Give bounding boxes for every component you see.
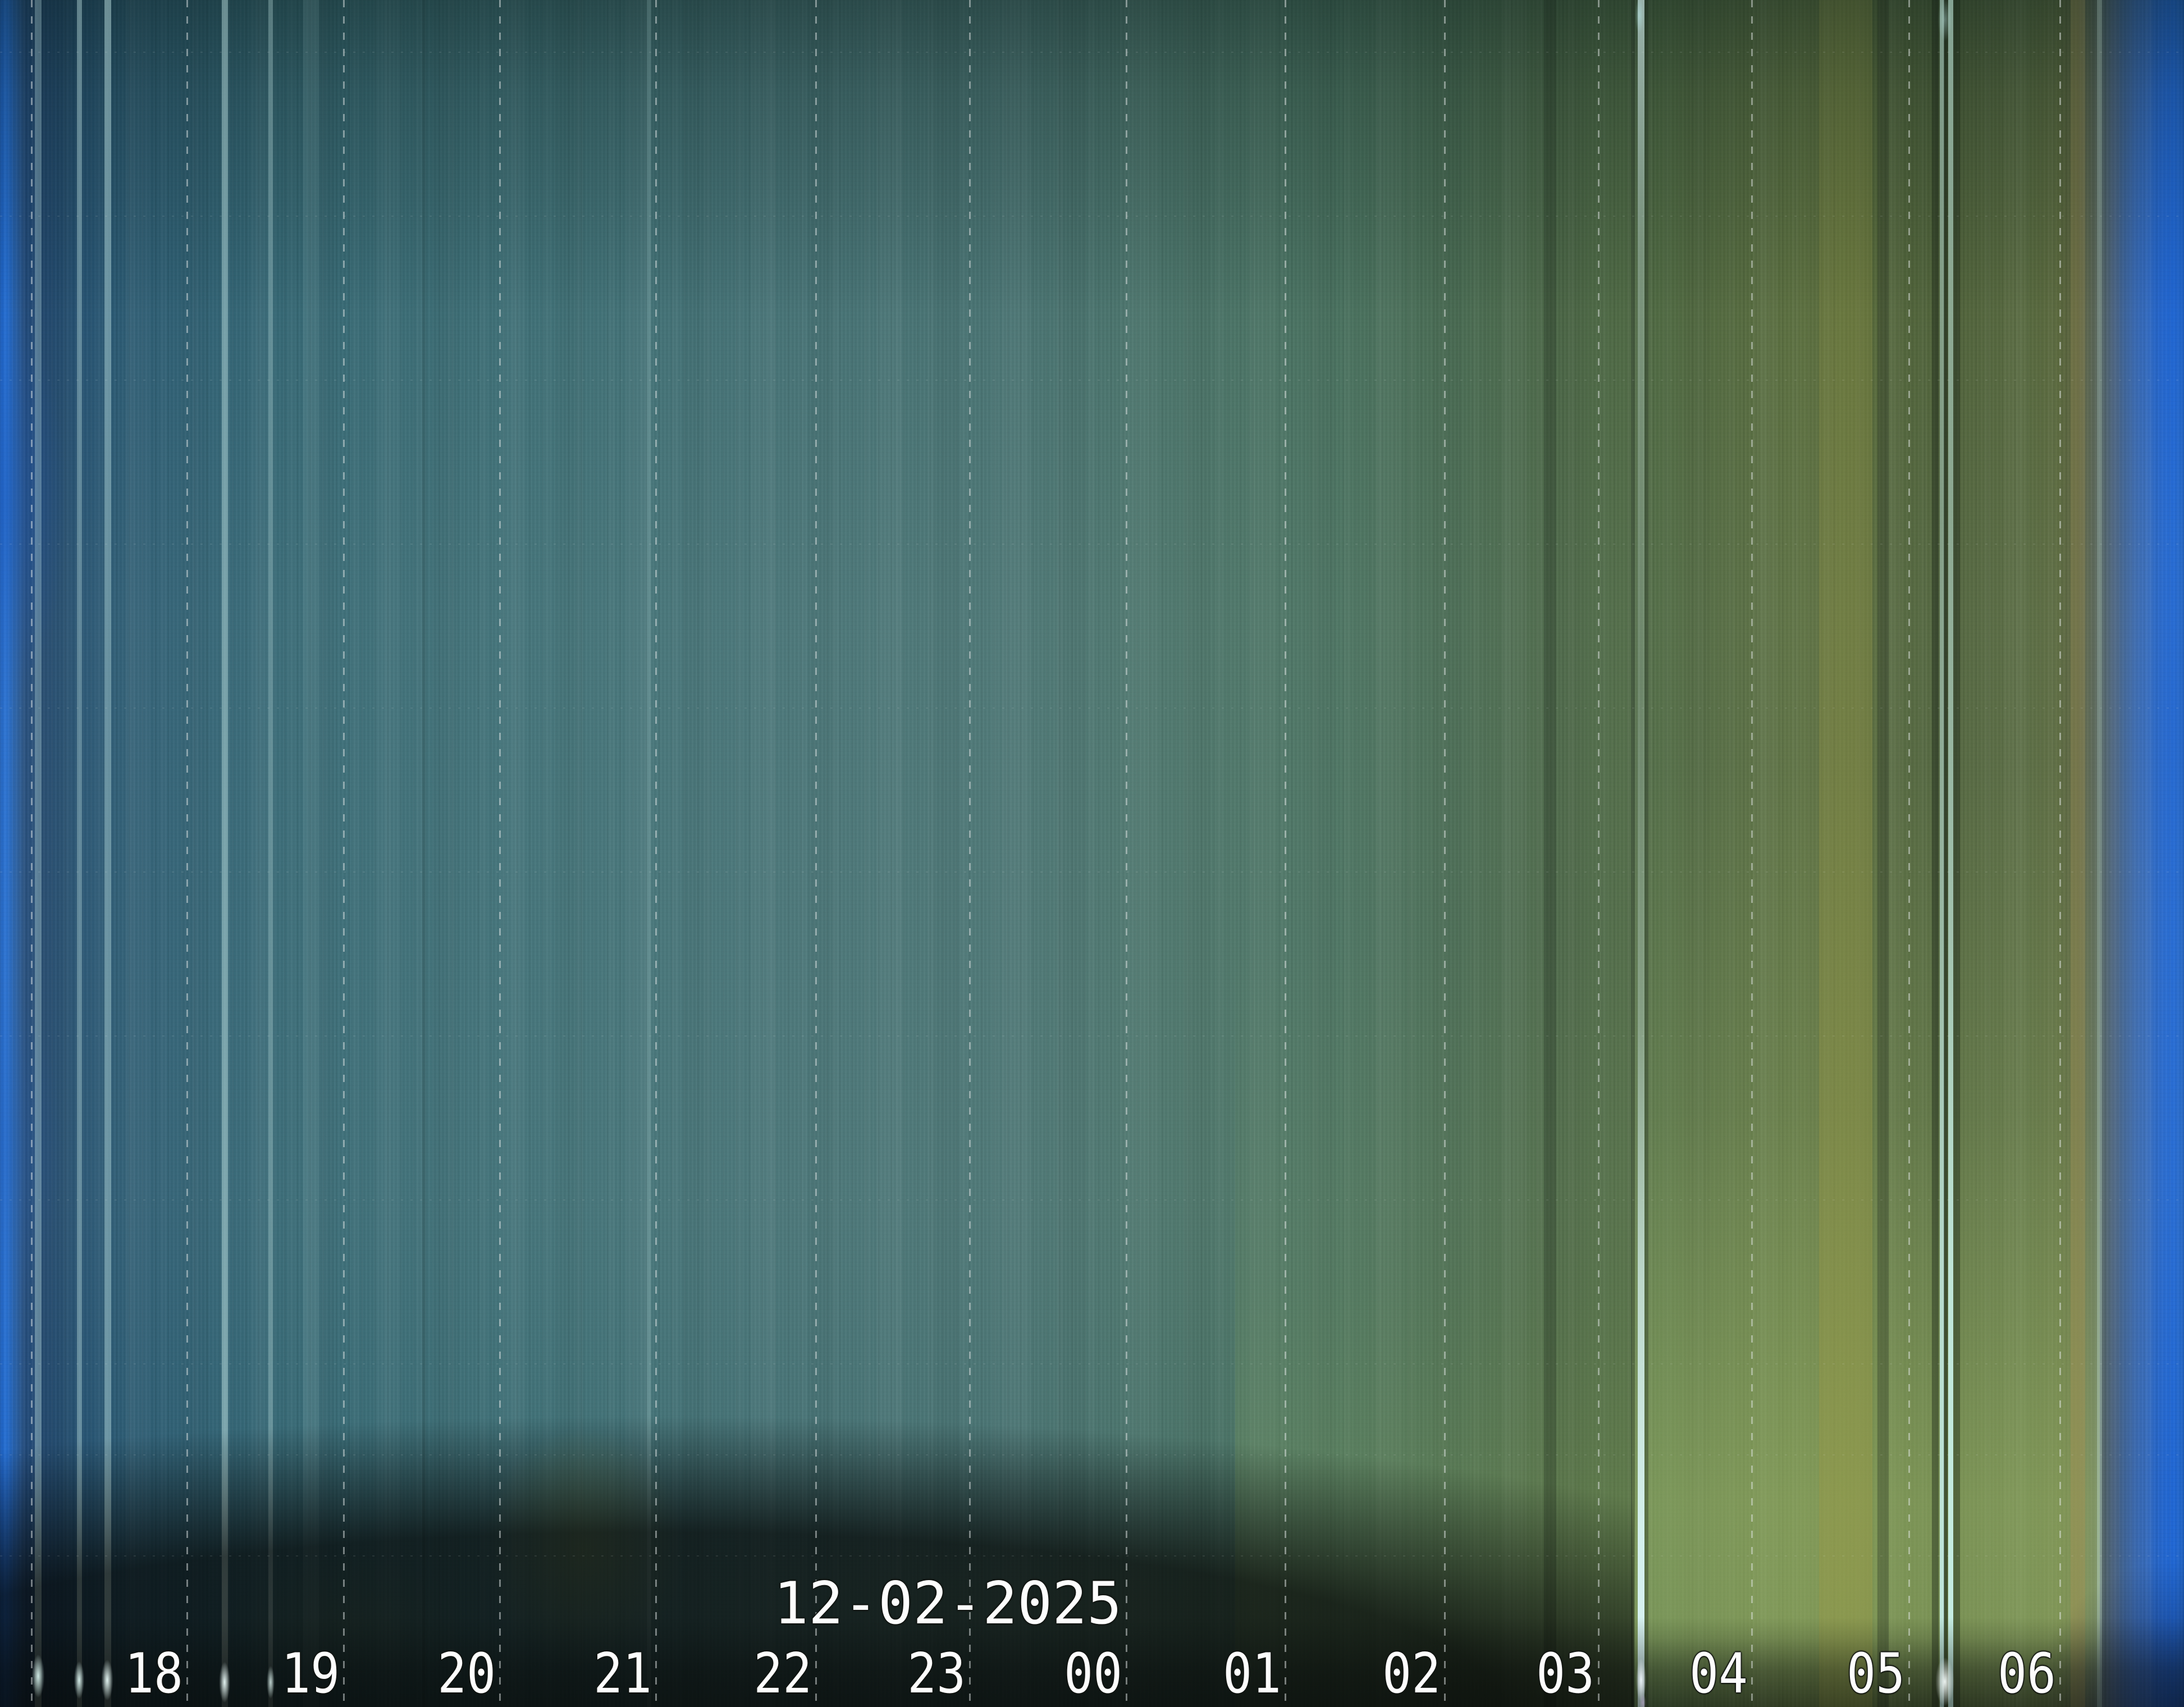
film-grain-overlay <box>0 0 2184 1707</box>
keogram-image: 18192021222300010203040506 12-02-2025 <box>0 0 2184 1707</box>
